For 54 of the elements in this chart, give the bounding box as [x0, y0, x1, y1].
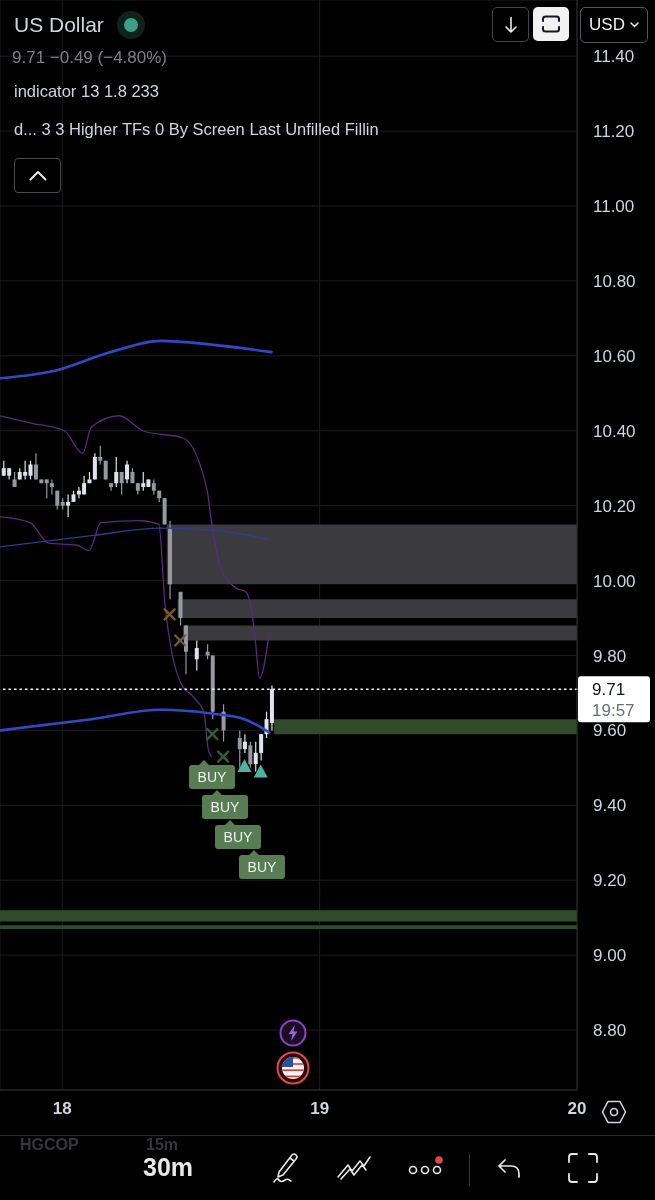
- y-tick-label: 11.20: [593, 122, 635, 142]
- annotation: indicator 13 1.8 233: [14, 82, 159, 101]
- annotation: BUY: [247, 858, 278, 875]
- candlestick: [194, 639, 199, 672]
- candlestick: [125, 460, 130, 484]
- y-tick-label: 9.80: [593, 646, 627, 666]
- line-series: [0, 527, 270, 548]
- y-tick-label: 10.20: [593, 496, 636, 516]
- annotation: BUY: [197, 768, 228, 785]
- annotation: BUY: [223, 828, 254, 845]
- y-tick-label: 11.00: [593, 197, 635, 217]
- line-series: [0, 339, 273, 380]
- y-tick-label: 9.40: [593, 796, 627, 816]
- candlestick: [66, 493, 71, 518]
- y-tick-label: 10.40: [593, 421, 636, 441]
- y-tick-label: 8.80: [593, 1021, 627, 1041]
- candlestick: [242, 733, 247, 754]
- y-tick-label: 10.00: [593, 571, 636, 591]
- point: [237, 759, 252, 772]
- y-tick-label: 9.60: [593, 721, 627, 741]
- annotation: BUY: [210, 798, 241, 815]
- y-tick-label: 10.80: [593, 271, 636, 291]
- x-tick-label: 18: [52, 1099, 72, 1119]
- y-tick-label: 9.20: [593, 871, 627, 891]
- candlestick: [33, 452, 38, 481]
- candlestick: [141, 471, 146, 492]
- candlestick: [253, 741, 258, 773]
- currency-button: USD: [580, 7, 648, 43]
- y-tick-label: 11.40: [593, 47, 635, 67]
- y-tick-label: 9.00: [593, 946, 627, 966]
- candlestick: [49, 478, 54, 496]
- text: 19:57: [592, 700, 635, 720]
- candlestick: [237, 729, 242, 769]
- point: [253, 764, 268, 778]
- line-series: [0, 516, 212, 758]
- candlestick: [92, 452, 97, 481]
- candlestick: [44, 478, 49, 499]
- candlestick: [98, 445, 103, 466]
- candlestick: [28, 460, 33, 481]
- x-tick-label: 20: [567, 1099, 587, 1119]
- candlestick: [259, 733, 264, 761]
- text: 30m: [143, 1153, 194, 1182]
- text: 15m: [146, 1136, 179, 1154]
- text: 9.71 −0.49 (−4.80%): [12, 48, 168, 68]
- ref-line-label: 9.71: [592, 679, 626, 699]
- candlestick: [114, 456, 119, 488]
- candlestick: [248, 741, 253, 769]
- annotation: d... 3 3 Higher TFs 0 By Screen Last Unfilled Fillin: [14, 120, 379, 139]
- text: US Dollar: [14, 13, 104, 37]
- x-tick-label: 19: [310, 1099, 330, 1119]
- line-series: [0, 708, 271, 734]
- text: HGCOP: [20, 1136, 79, 1154]
- y-tick-label: 10.60: [593, 346, 636, 366]
- line-series: [0, 415, 270, 679]
